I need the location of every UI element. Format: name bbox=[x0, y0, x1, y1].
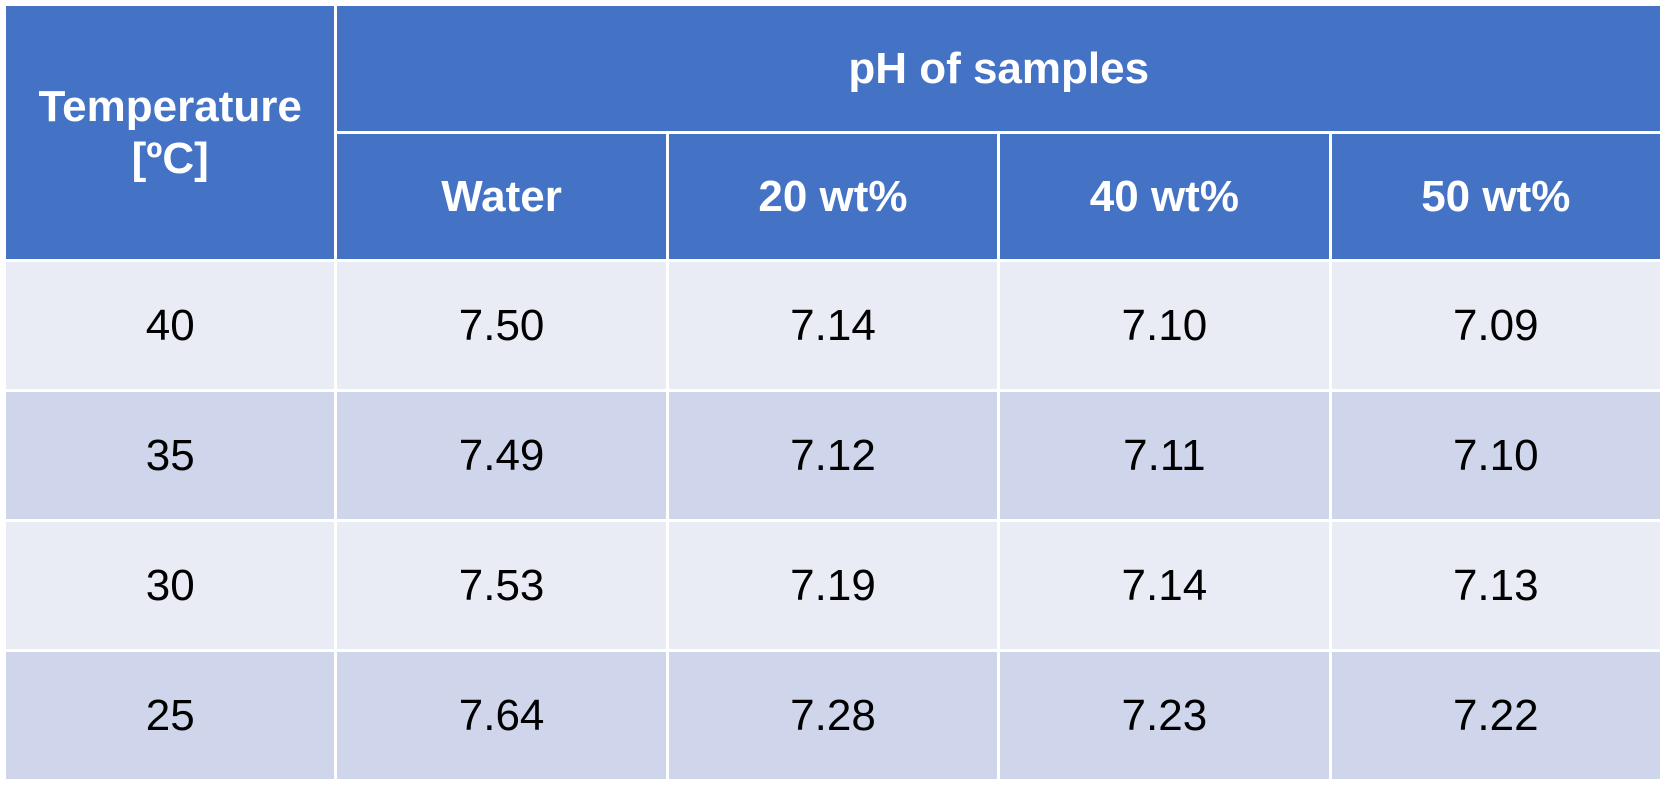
ph-cell-water: 7.53 bbox=[334, 519, 669, 652]
ph-cell-50wt: 7.10 bbox=[1328, 389, 1664, 522]
table-header: Temperature [ºC] pH of samples Water 20 … bbox=[2, 3, 1664, 262]
table-row: 40 7.50 7.14 7.10 7.09 bbox=[2, 259, 1664, 392]
temperature-header: Temperature [ºC] bbox=[2, 3, 338, 262]
ph-cell-20wt: 7.14 bbox=[665, 259, 1001, 392]
ph-cell-50wt: 7.13 bbox=[1328, 519, 1664, 652]
column-header-50wt: 50 wt% bbox=[1328, 131, 1664, 262]
column-header-40wt: 40 wt% bbox=[997, 131, 1332, 262]
table-row: 25 7.64 7.28 7.23 7.22 bbox=[2, 649, 1664, 782]
table-row: 35 7.49 7.12 7.11 7.10 bbox=[2, 389, 1664, 522]
ph-cell-50wt: 7.09 bbox=[1328, 259, 1664, 392]
temperature-header-label: Temperature bbox=[38, 81, 302, 131]
table-row: 30 7.53 7.19 7.14 7.13 bbox=[2, 519, 1664, 652]
temperature-cell: 30 bbox=[2, 519, 338, 652]
ph-cell-40wt: 7.10 bbox=[997, 259, 1332, 392]
ph-samples-header: pH of samples bbox=[334, 3, 1663, 134]
ph-cell-40wt: 7.14 bbox=[997, 519, 1332, 652]
ph-cell-40wt: 7.11 bbox=[997, 389, 1332, 522]
header-row-group: Temperature [ºC] pH of samples bbox=[2, 3, 1663, 262]
header-row-columns: Water 20 wt% 40 wt% 50 wt% bbox=[5, 131, 1664, 262]
temperature-cell: 25 bbox=[2, 649, 338, 782]
column-header-water: Water bbox=[334, 131, 669, 262]
ph-cell-water: 7.64 bbox=[334, 649, 669, 782]
temperature-header-unit: [ºC] bbox=[131, 133, 209, 183]
ph-data-table: Temperature [ºC] pH of samples Water 20 … bbox=[2, 3, 1664, 782]
table-body: 40 7.50 7.14 7.10 7.09 35 7.49 7.12 7.11… bbox=[2, 259, 1664, 782]
ph-cell-20wt: 7.28 bbox=[665, 649, 1001, 782]
column-header-20wt: 20 wt% bbox=[665, 131, 1001, 262]
temperature-cell: 40 bbox=[2, 259, 338, 392]
ph-cell-20wt: 7.19 bbox=[665, 519, 1001, 652]
ph-cell-50wt: 7.22 bbox=[1328, 649, 1664, 782]
ph-cell-40wt: 7.23 bbox=[997, 649, 1332, 782]
ph-cell-20wt: 7.12 bbox=[665, 389, 1001, 522]
ph-cell-water: 7.50 bbox=[334, 259, 669, 392]
temperature-cell: 35 bbox=[2, 389, 338, 522]
ph-cell-water: 7.49 bbox=[334, 389, 669, 522]
